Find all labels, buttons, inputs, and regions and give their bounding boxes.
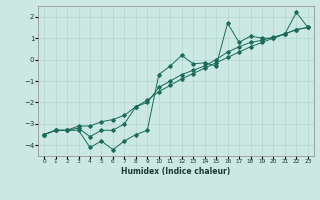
X-axis label: Humidex (Indice chaleur): Humidex (Indice chaleur) [121,167,231,176]
